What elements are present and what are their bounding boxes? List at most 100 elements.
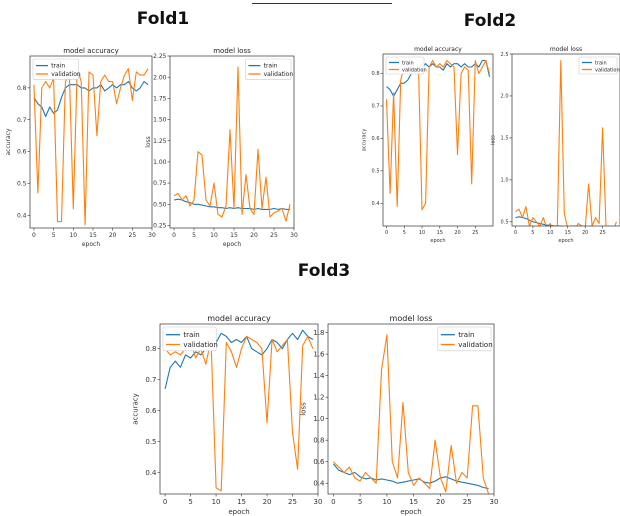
y-tick-label: 0.4 — [372, 201, 380, 207]
top-rule — [252, 3, 392, 4]
chart-panel-1: model accuracy 0 5 10 15 20 25 30 0.4 0.5 0.6 0.7 0.… — [5, 47, 156, 248]
series-line-train — [33, 80, 149, 118]
x-tick-label: 10 — [212, 498, 221, 506]
y-tick-label: 0.4 — [313, 480, 325, 488]
y-tick-label: 0.5 — [501, 220, 509, 226]
x-tick-label: 20 — [582, 230, 588, 236]
series-line-train — [515, 216, 578, 226]
fold-title-3: Fold3 — [298, 261, 350, 281]
y-tick-label: 0.8 — [372, 71, 380, 77]
y-tick-label: 0.5 — [17, 181, 27, 188]
x-tick-label: 25 — [599, 230, 605, 236]
y-axis-label: loss — [145, 136, 152, 148]
chart-title: model loss — [390, 314, 433, 323]
y-tick-label: 0.8 — [17, 85, 27, 92]
plot-frame — [382, 53, 494, 227]
chart-panel-2: model loss 0 5 10 15 20 25 30 0.25 0.50 0.75 1.00 1.… — [145, 47, 298, 248]
x-tick-label: 15 — [437, 230, 443, 236]
legend-label-train: train — [595, 60, 607, 66]
x-tick-label: 20 — [250, 232, 258, 239]
plot-frame — [511, 53, 620, 227]
x-axis-label: epoch — [82, 241, 100, 248]
y-tick-label: 1.5 — [501, 136, 509, 142]
y-tick-label: 1.00 — [153, 159, 167, 166]
x-axis-label: epoch — [400, 508, 421, 516]
y-tick-label: 0.6 — [17, 149, 27, 156]
legend-label-train: train — [183, 331, 199, 339]
x-tick-label: 15 — [89, 232, 97, 239]
chart-title: model accuracy — [414, 46, 462, 53]
y-tick-label: 1.50 — [153, 117, 167, 124]
y-axis-label: accuracy — [131, 393, 139, 425]
legend-label-validation: validation — [458, 341, 492, 349]
x-tick-label: 20 — [109, 232, 117, 239]
x-tick-label: 0 — [385, 230, 388, 236]
y-tick-label: 1.25 — [153, 138, 167, 145]
y-tick-label: 2.0 — [501, 94, 509, 100]
chart-panel-5: model accuracy 0 5 10 15 20 25 30 0.4 0.5 0.6 0.7 0.… — [131, 314, 322, 516]
series-line-validation — [33, 68, 149, 226]
y-tick-label: 2.5 — [501, 52, 509, 58]
y-tick-label: 1.4 — [313, 372, 325, 380]
series-line-validation — [173, 66, 291, 222]
x-tick-label: 0 — [514, 230, 517, 236]
series-line-train — [386, 59, 491, 97]
x-tick-label: 10 — [419, 230, 425, 236]
x-tick-label: 10 — [210, 232, 218, 239]
x-tick-label: 5 — [358, 498, 362, 506]
y-tick-label: 2.00 — [153, 74, 167, 81]
legend-label-train: train — [264, 63, 278, 70]
x-tick-label: 0 — [172, 232, 176, 239]
x-tick-label: 30 — [490, 498, 499, 506]
y-tick-label: 0.5 — [372, 169, 380, 175]
chart-title: model loss — [213, 47, 251, 55]
y-tick-label: 0.6 — [372, 136, 380, 142]
y-tick-label: 1.0 — [313, 415, 324, 423]
series-line-train — [173, 198, 290, 210]
series-group — [173, 66, 291, 222]
x-axis-label: epoch — [558, 238, 573, 244]
y-axis-label: loss — [491, 135, 497, 145]
legend-label-validation: validation — [51, 71, 81, 78]
x-tick-label: 10 — [382, 498, 391, 506]
chart-panel-3: model accuracy 0 5 10 15 20 25 0.4 0.5 0.6 0.7 0.8 e… — [362, 46, 494, 244]
y-tick-label: 0.8 — [145, 345, 156, 353]
x-tick-label: 5 — [188, 498, 192, 506]
y-tick-label: 1.8 — [313, 329, 324, 337]
x-tick-label: 25 — [463, 498, 472, 506]
x-tick-label: 5 — [531, 230, 534, 236]
fold-title-2: Fold2 — [464, 11, 516, 31]
series-line-validation — [333, 334, 490, 494]
x-tick-label: 15 — [237, 498, 246, 506]
x-tick-label: 5 — [403, 230, 406, 236]
y-tick-label: 0.5 — [145, 438, 156, 446]
plot-frame — [169, 55, 295, 229]
x-tick-label: 5 — [52, 232, 56, 239]
plot-frame — [159, 323, 319, 495]
x-tick-label: 25 — [129, 232, 137, 239]
legend-label-train: train — [51, 63, 65, 70]
x-tick-label: 30 — [290, 232, 298, 239]
series-group — [385, 59, 491, 211]
y-axis-label: accuracy — [5, 128, 12, 156]
fold-title-1: Fold1 — [137, 9, 189, 29]
y-axis-label: accuracy — [362, 129, 368, 152]
y-axis-label: loss — [299, 402, 307, 416]
legend-label-validation: validation — [595, 67, 620, 73]
x-tick-label: 25 — [270, 232, 278, 239]
chart-title: model accuracy — [63, 47, 119, 55]
y-tick-label: 0.7 — [372, 104, 380, 110]
series-group — [332, 334, 490, 494]
y-tick-label: 0.4 — [145, 469, 157, 477]
y-tick-label: 0.6 — [313, 458, 325, 466]
x-tick-label: 0 — [331, 498, 335, 506]
x-tick-label: 20 — [436, 498, 445, 506]
x-axis-label: epoch — [430, 238, 445, 244]
x-tick-label: 25 — [288, 498, 297, 506]
series-group — [33, 68, 149, 226]
x-tick-label: 30 — [148, 232, 156, 239]
x-axis-label: epoch — [223, 241, 241, 248]
x-tick-label: 15 — [409, 498, 418, 506]
y-tick-label: 0.25 — [153, 223, 167, 230]
